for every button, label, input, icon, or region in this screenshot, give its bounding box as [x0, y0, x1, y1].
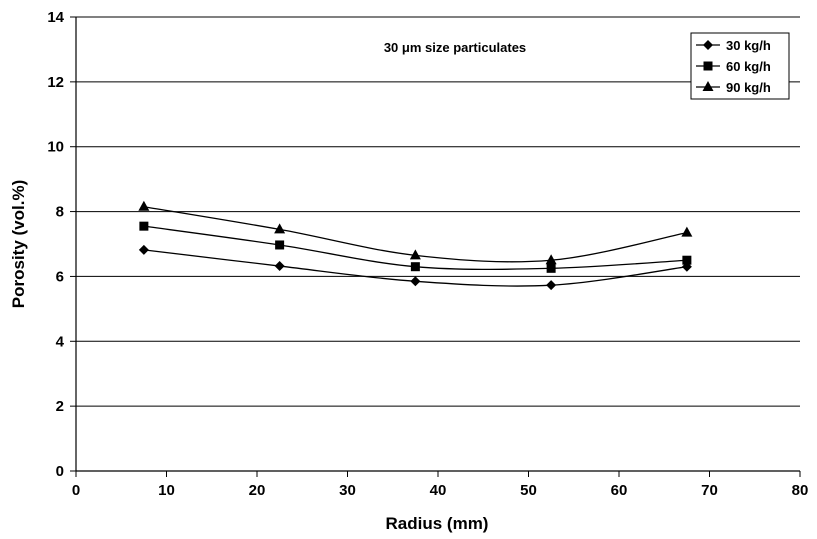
grid-lines [76, 16, 800, 407]
chart-annotation: 30 μm size particulates [384, 40, 526, 55]
legend-marker-triangle [702, 81, 714, 91]
y-tick-label-10: 10 [47, 139, 64, 156]
data-point-square [410, 262, 420, 272]
x-tick-label-70: 70 [701, 482, 718, 499]
data-point-square [275, 240, 285, 250]
axes [70, 16, 801, 477]
data-point-triangle [138, 200, 150, 211]
y-tick-label-14: 14 [47, 9, 64, 26]
x-tick-label-20: 20 [249, 482, 266, 499]
data-point-square [546, 263, 556, 273]
legend-label: 30 kg/h [726, 38, 771, 53]
x-tick-label-10: 10 [158, 482, 175, 499]
series-60-kg-h [139, 221, 692, 273]
x-tick-label-30: 30 [339, 482, 356, 499]
series-90-kg-h [138, 200, 693, 265]
x-tick-label-60: 60 [611, 482, 628, 499]
series-30-kg-h [138, 244, 692, 291]
y-tick-label-4: 4 [56, 333, 65, 350]
y-tick-label-12: 12 [47, 74, 64, 91]
data-point-triangle [409, 249, 421, 260]
data-point-triangle [545, 254, 557, 265]
x-tick-label-50: 50 [520, 482, 537, 499]
y-tick-labels: 0 2 4 6 8 10 12 14 [47, 9, 64, 480]
legend-item: 60 kg/h [696, 59, 771, 74]
legend-marker-diamond [703, 40, 713, 50]
data-point-diamond [274, 261, 285, 272]
data-point-diamond [138, 244, 149, 255]
x-tick-label-80: 80 [792, 482, 809, 499]
series-group [138, 200, 693, 291]
y-tick-label-8: 8 [56, 204, 64, 221]
data-point-triangle [681, 226, 693, 237]
y-tick-label-2: 2 [56, 398, 64, 415]
y-tick-label-0: 0 [56, 463, 64, 480]
legend: 30 kg/h 60 kg/h 90 kg/h [690, 32, 790, 100]
x-axis-label: Radius (mm) [386, 514, 489, 533]
legend-label: 60 kg/h [726, 59, 771, 74]
y-tick-label-6: 6 [56, 268, 64, 285]
data-point-diamond [410, 276, 421, 287]
x-tick-labels: 0 10 20 30 40 50 60 70 80 [72, 482, 809, 499]
data-point-square [682, 255, 692, 265]
legend-marker-square [703, 61, 713, 71]
data-point-diamond [546, 280, 557, 291]
legend-label: 90 kg/h [726, 80, 771, 95]
x-tick-label-40: 40 [430, 482, 447, 499]
data-point-square [139, 221, 149, 231]
y-axis-label: Porosity (vol.%) [9, 180, 28, 308]
data-point-triangle [274, 223, 286, 234]
x-tick-label-0: 0 [72, 482, 80, 499]
legend-item: 30 kg/h [696, 38, 771, 53]
legend-item: 90 kg/h [696, 80, 771, 95]
